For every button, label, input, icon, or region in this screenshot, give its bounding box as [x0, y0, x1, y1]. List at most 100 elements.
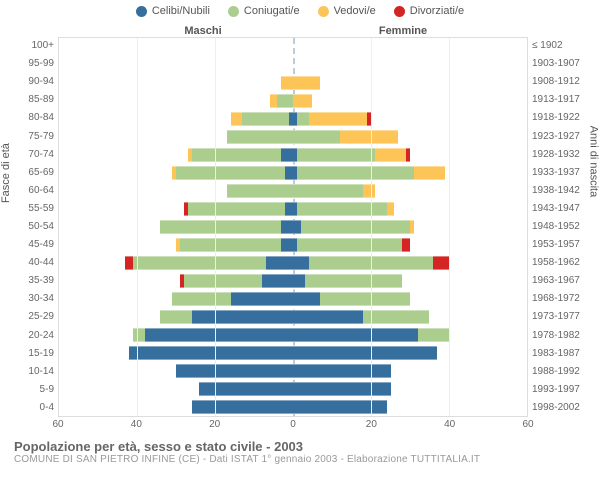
header-male: Maschi — [58, 25, 288, 37]
bar-row — [59, 200, 527, 218]
bar-row — [59, 164, 527, 182]
header-female: Femmine — [288, 25, 518, 37]
bar-segment — [297, 166, 414, 180]
bar-segment — [293, 256, 309, 270]
age-label: 40-44 — [10, 254, 54, 272]
birth-label: 1928-1932 — [532, 146, 590, 164]
bar-female — [293, 238, 410, 252]
bar-segment — [176, 364, 293, 378]
bar-male — [160, 220, 293, 234]
bar-segment — [172, 292, 230, 306]
bar-male — [192, 400, 293, 414]
chart-body: Fasce di età 100+95-9990-9485-8980-8475-… — [10, 37, 590, 417]
x-tick: 60 — [522, 419, 533, 430]
birth-label: 1908-1912 — [532, 73, 590, 91]
bar-segment — [242, 112, 289, 126]
bar-segment — [285, 202, 293, 216]
bar-row — [59, 344, 527, 362]
age-label: 10-14 — [10, 363, 54, 381]
bar-segment — [387, 202, 395, 216]
bar-segment — [305, 274, 402, 288]
bar-segment — [293, 310, 363, 324]
bar-segment — [188, 202, 285, 216]
bar-segment — [363, 184, 375, 198]
bar-row — [59, 362, 527, 380]
bar-segment — [414, 166, 445, 180]
bar-segment — [293, 382, 391, 396]
grid-line — [215, 38, 216, 416]
birth-label: 1948-1952 — [532, 218, 590, 236]
grid-line — [137, 38, 138, 416]
bar-segment — [293, 274, 305, 288]
age-label: 45-49 — [10, 236, 54, 254]
birth-label: 1913-1917 — [532, 91, 590, 109]
bar-segment — [293, 184, 363, 198]
legend-item: Coniugati/e — [228, 5, 300, 17]
age-label: 25-29 — [10, 308, 54, 326]
bar-female — [293, 274, 402, 288]
legend-swatch — [394, 6, 405, 17]
chart-subtitle: COMUNE DI SAN PIETRO INFINE (CE) - Dati … — [14, 454, 586, 465]
bar-segment — [320, 292, 410, 306]
age-label: 95-99 — [10, 55, 54, 73]
birth-label: 1993-1997 — [532, 381, 590, 399]
bar-row — [59, 128, 527, 146]
bar-segment — [309, 112, 367, 126]
legend-swatch — [136, 6, 147, 17]
x-tick: 20 — [366, 419, 377, 430]
bar-male — [172, 166, 293, 180]
x-tick: 0 — [290, 419, 296, 430]
age-label: 75-79 — [10, 127, 54, 145]
bar-male — [184, 202, 293, 216]
bar-segment — [410, 220, 414, 234]
birth-label: 1998-2002 — [532, 399, 590, 417]
bar-male — [199, 382, 293, 396]
bar-segment — [433, 256, 449, 270]
bar-segment — [297, 202, 387, 216]
birth-label: 1983-1987 — [532, 345, 590, 363]
bar-male — [176, 238, 293, 252]
bar-segment — [227, 130, 293, 144]
legend-label: Celibi/Nubili — [152, 5, 210, 17]
y-axis-birth: ≤ 19021903-19071908-19121913-19171918-19… — [528, 37, 590, 417]
x-axis: 6040200204060 — [10, 419, 590, 433]
age-label: 80-84 — [10, 109, 54, 127]
bar-row — [59, 308, 527, 326]
bar-segment — [281, 220, 293, 234]
bar-segment — [192, 148, 282, 162]
birth-label: 1933-1937 — [532, 164, 590, 182]
bar-female — [293, 364, 391, 378]
age-label: 15-19 — [10, 345, 54, 363]
bar-female — [293, 202, 394, 216]
bar-segment — [160, 310, 191, 324]
bar-male — [227, 130, 293, 144]
bar-segment — [180, 238, 281, 252]
bar-female — [293, 220, 414, 234]
bar-female — [293, 382, 391, 396]
bar-segment — [145, 328, 293, 342]
bar-male — [176, 364, 293, 378]
age-label: 35-39 — [10, 272, 54, 290]
bar-male — [129, 346, 293, 360]
x-tick: 60 — [52, 419, 63, 430]
birth-label: 1968-1972 — [532, 290, 590, 308]
bar-segment — [293, 94, 312, 108]
bar-row — [59, 182, 527, 200]
chart-title: Popolazione per età, sesso e stato civil… — [14, 439, 586, 454]
legend-swatch — [318, 6, 329, 17]
bar-segment — [301, 220, 410, 234]
bar-segment — [402, 238, 410, 252]
bar-segment — [363, 310, 429, 324]
bar-male — [281, 76, 293, 90]
bar-female — [293, 76, 320, 90]
bar-segment — [293, 400, 387, 414]
age-label: 70-74 — [10, 146, 54, 164]
bar-segment — [277, 94, 293, 108]
x-tick: 40 — [131, 419, 142, 430]
bar-segment — [160, 220, 281, 234]
bar-female — [293, 94, 312, 108]
legend-label: Coniugati/e — [244, 5, 300, 17]
bar-segment — [293, 76, 320, 90]
bar-male — [231, 112, 293, 126]
bar-segment — [293, 328, 418, 342]
